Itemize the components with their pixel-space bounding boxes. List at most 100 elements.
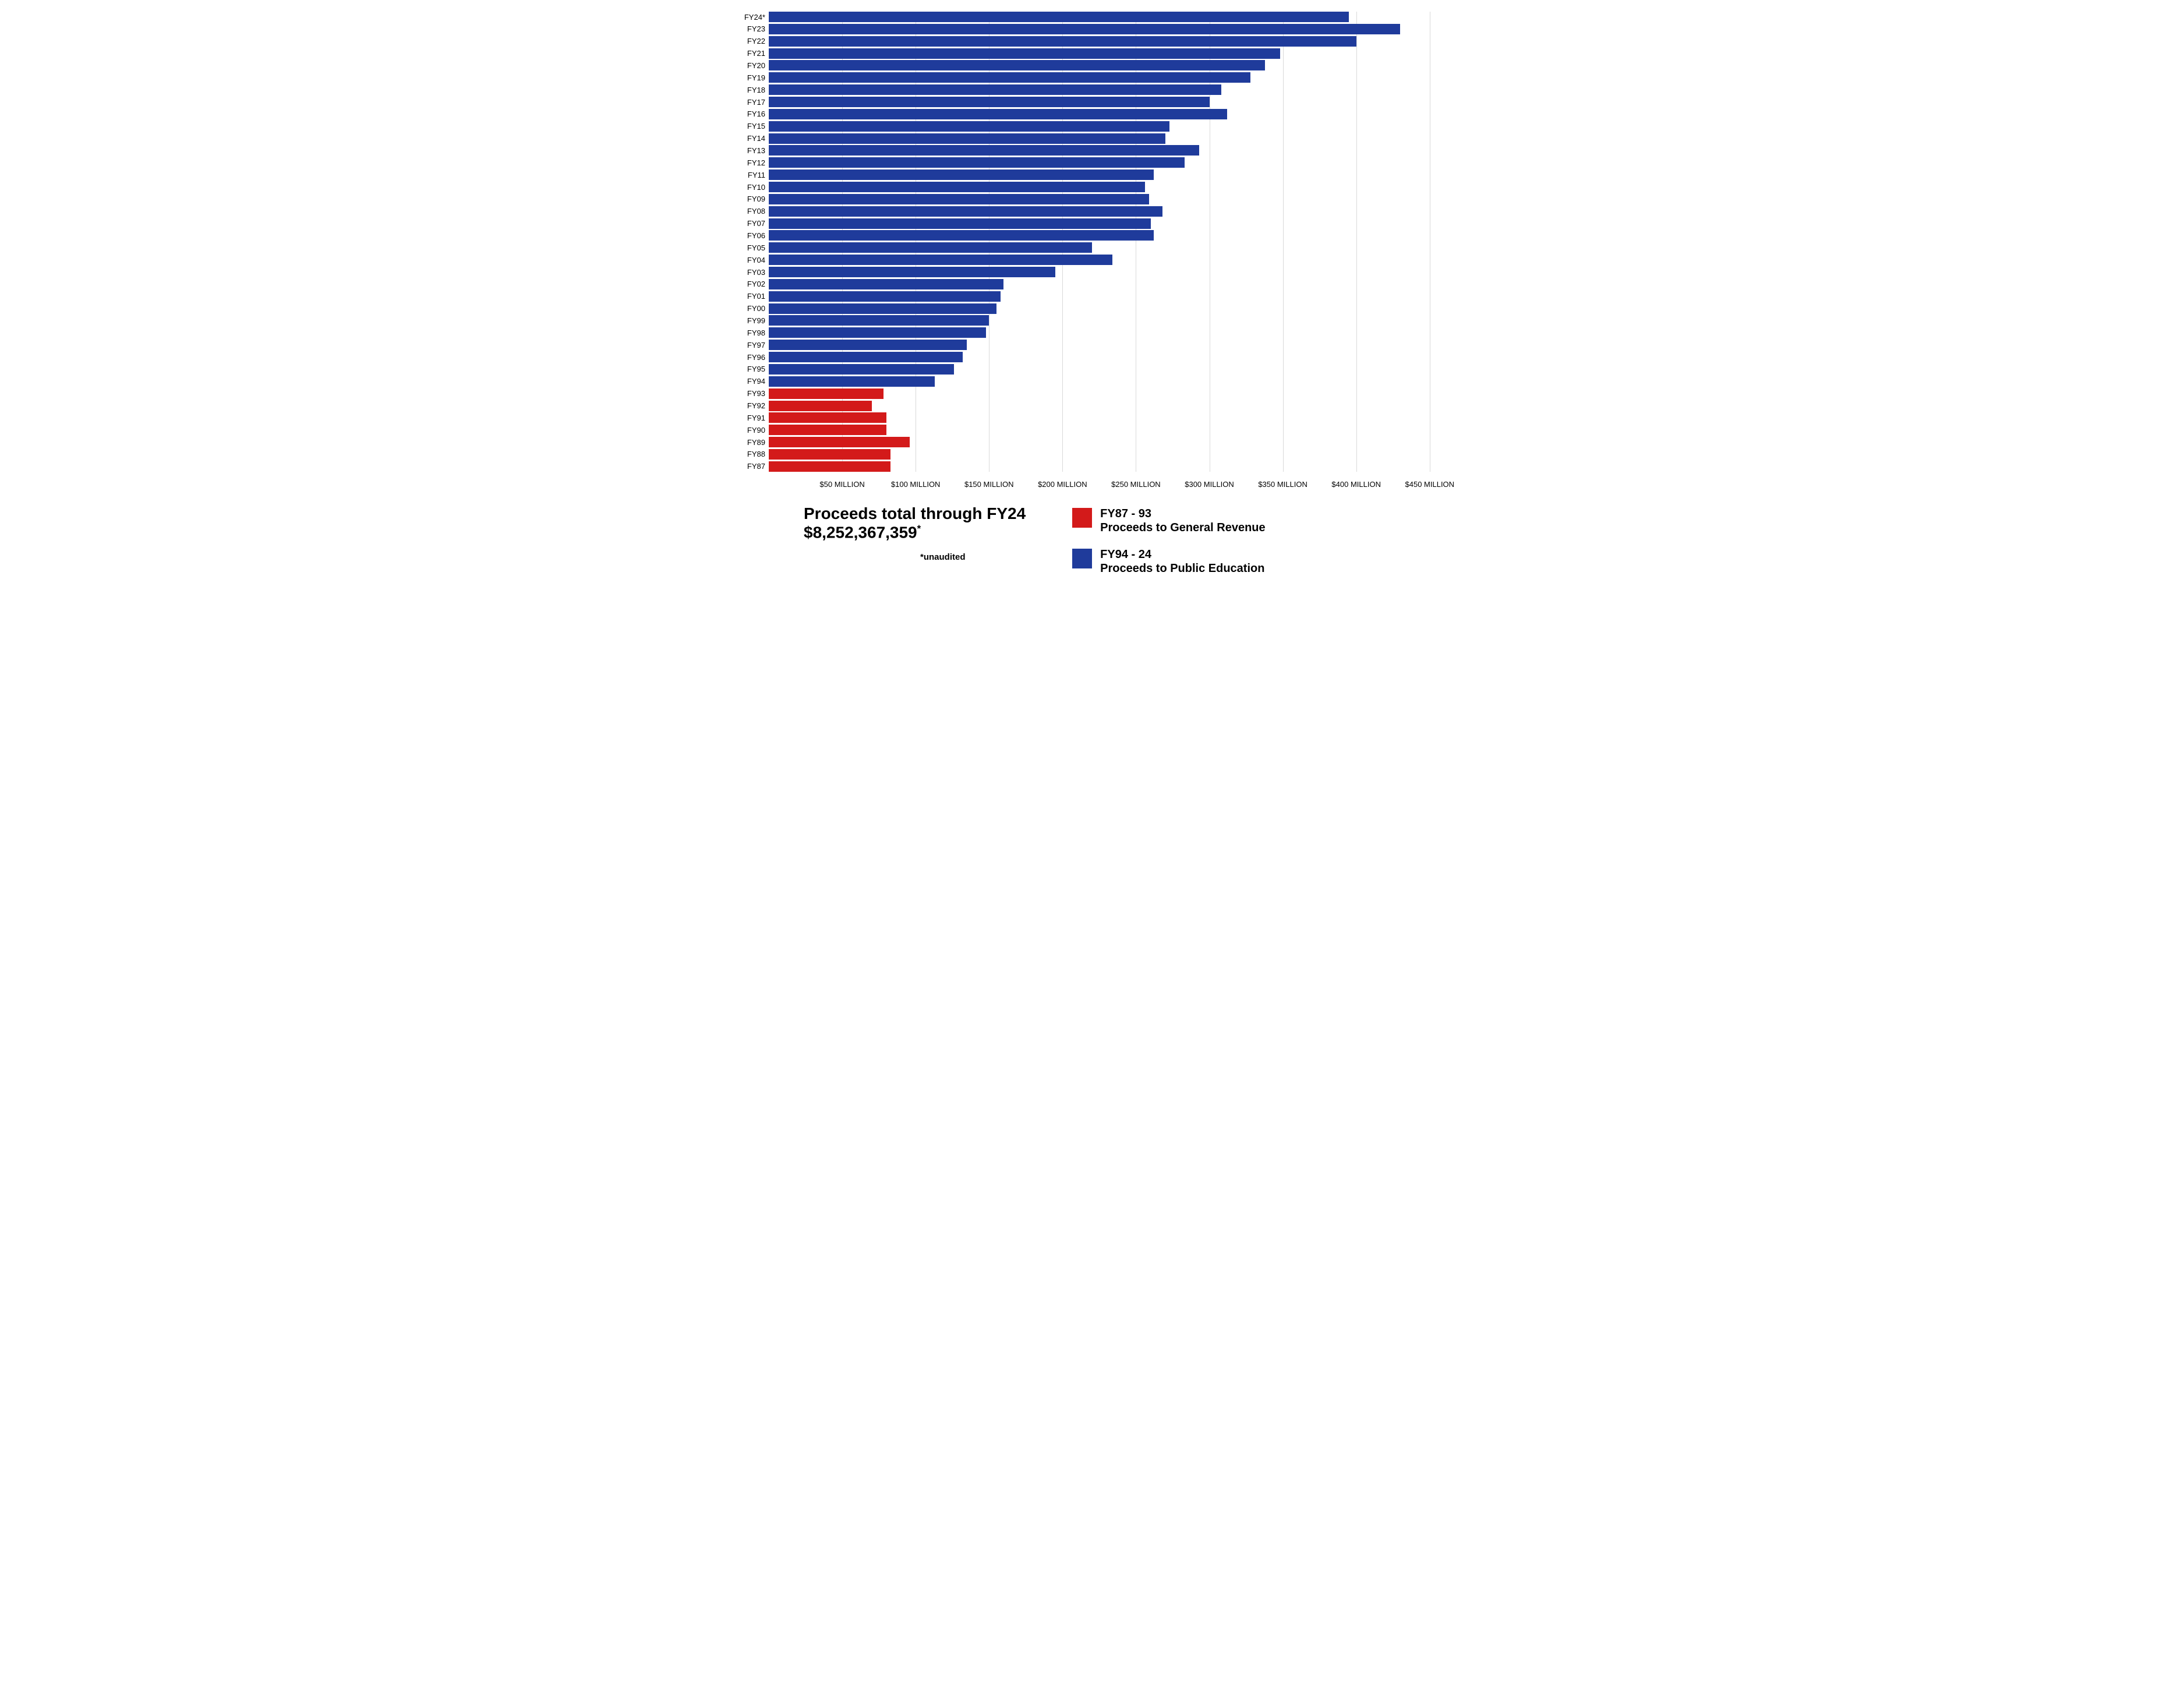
bar: [769, 12, 1349, 22]
legend-label: FY87 - 93Proceeds to General Revenue: [1100, 507, 1265, 535]
y-axis-label: FY99: [740, 316, 765, 325]
bar-row: FY16: [769, 109, 1444, 119]
bar-row: FY05: [769, 242, 1444, 253]
y-axis-label: FY11: [740, 171, 765, 179]
bar-row: FY18: [769, 84, 1444, 95]
y-axis-label: FY98: [740, 329, 765, 337]
unaudited-note: *unaudited: [920, 552, 1026, 562]
bar-row: FY02: [769, 279, 1444, 289]
y-axis-label: FY92: [740, 401, 765, 410]
bar: [769, 352, 963, 362]
bar-row: FY93: [769, 388, 1444, 399]
legend-item: FY94 - 24Proceeds to Public Education: [1072, 548, 1265, 575]
bar-row: FY21: [769, 48, 1444, 59]
y-axis-label: FY17: [740, 98, 765, 107]
bar-row: FY96: [769, 352, 1444, 362]
bar: [769, 36, 1356, 47]
bar: [769, 145, 1199, 156]
bar-row: FY10: [769, 182, 1444, 192]
bar: [769, 60, 1265, 70]
bar: [769, 84, 1221, 95]
bar-row: FY09: [769, 194, 1444, 204]
bar: [769, 206, 1162, 217]
bar: [769, 449, 890, 460]
bar: [769, 182, 1145, 192]
y-axis-label: FY24*: [740, 13, 765, 22]
y-axis-label: FY12: [740, 158, 765, 167]
x-axis: $50 MILLION $100 MILLION $150 MILLION $200 …: [769, 476, 1444, 494]
y-axis-label: FY88: [740, 450, 765, 458]
y-axis-label: FY23: [740, 24, 765, 33]
x-axis-tick-label: $250 MILLION: [1111, 480, 1161, 489]
bar-row: FY20: [769, 60, 1444, 70]
legend-swatch: [1072, 549, 1092, 568]
total-amount: $8,252,367,359*: [804, 523, 1026, 542]
y-axis-label: FY93: [740, 389, 765, 398]
y-axis-label: FY94: [740, 377, 765, 386]
bar-row: FY13: [769, 145, 1444, 156]
y-axis-label: FY03: [740, 268, 765, 277]
bar: [769, 255, 1112, 265]
y-axis-label: FY08: [740, 207, 765, 216]
x-axis-tick-label: $50 MILLION: [819, 480, 864, 489]
y-axis-label: FY18: [740, 86, 765, 94]
bar-row: FY01: [769, 291, 1444, 302]
bar-row: FY03: [769, 267, 1444, 277]
bar: [769, 97, 1210, 107]
bar-row: FY07: [769, 218, 1444, 229]
bar-row: FY14: [769, 133, 1444, 144]
y-axis-label: FY09: [740, 195, 765, 203]
x-axis-tick-label: $350 MILLION: [1258, 480, 1307, 489]
bar-row: FY91: [769, 412, 1444, 423]
bar-row: FY87: [769, 461, 1444, 472]
bar-row: FY97: [769, 340, 1444, 350]
y-axis-label: FY91: [740, 414, 765, 422]
y-axis-label: FY13: [740, 146, 765, 155]
y-axis-label: FY00: [740, 304, 765, 313]
bar: [769, 121, 1169, 132]
bar: [769, 267, 1055, 277]
bar: [769, 242, 1092, 253]
y-axis-label: FY21: [740, 49, 765, 58]
bar-row: FY17: [769, 97, 1444, 107]
bar: [769, 303, 996, 314]
bar-row: FY12: [769, 157, 1444, 168]
plot-area: FY24*FY23FY22FY21FY20FY19FY18FY17FY16FY1…: [769, 12, 1444, 472]
bar-row: FY11: [769, 169, 1444, 180]
x-axis-tick-label: $100 MILLION: [891, 480, 941, 489]
y-axis-label: FY16: [740, 110, 765, 118]
bar-row: FY94: [769, 376, 1444, 387]
bar: [769, 425, 886, 435]
bar: [769, 109, 1227, 119]
x-axis-tick-label: $400 MILLION: [1331, 480, 1381, 489]
y-axis-label: FY97: [740, 341, 765, 349]
bar-row: FY90: [769, 425, 1444, 435]
total-heading: Proceeds total through FY24: [804, 504, 1026, 523]
y-axis-label: FY22: [740, 37, 765, 45]
y-axis-label: FY90: [740, 426, 765, 435]
y-axis-label: FY95: [740, 365, 765, 373]
chart-container: FY24*FY23FY22FY21FY20FY19FY18FY17FY16FY1…: [740, 12, 1444, 575]
bar: [769, 388, 884, 399]
legend: FY87 - 93Proceeds to General Revenue FY94…: [1072, 507, 1265, 575]
y-axis-label: FY19: [740, 73, 765, 82]
bar-row: FY88: [769, 449, 1444, 460]
y-axis-label: FY96: [740, 353, 765, 362]
bar: [769, 461, 890, 472]
y-axis-label: FY01: [740, 292, 765, 301]
y-axis-label: FY15: [740, 122, 765, 130]
bar-row: FY98: [769, 327, 1444, 338]
bar: [769, 315, 989, 326]
y-axis-label: FY10: [740, 183, 765, 192]
y-axis-label: FY89: [740, 438, 765, 447]
total-block: Proceeds total through FY24 $8,252,367,3…: [804, 504, 1026, 562]
bar: [769, 230, 1154, 241]
bar: [769, 157, 1185, 168]
bars-layer: FY24*FY23FY22FY21FY20FY19FY18FY17FY16FY1…: [769, 12, 1444, 472]
legend-item: FY87 - 93Proceeds to General Revenue: [1072, 507, 1265, 535]
x-axis-tick-label: $200 MILLION: [1038, 480, 1087, 489]
x-axis-tick-label: $150 MILLION: [964, 480, 1014, 489]
bar-row: FY89: [769, 437, 1444, 447]
bar: [769, 279, 1003, 289]
bar-row: FY99: [769, 315, 1444, 326]
